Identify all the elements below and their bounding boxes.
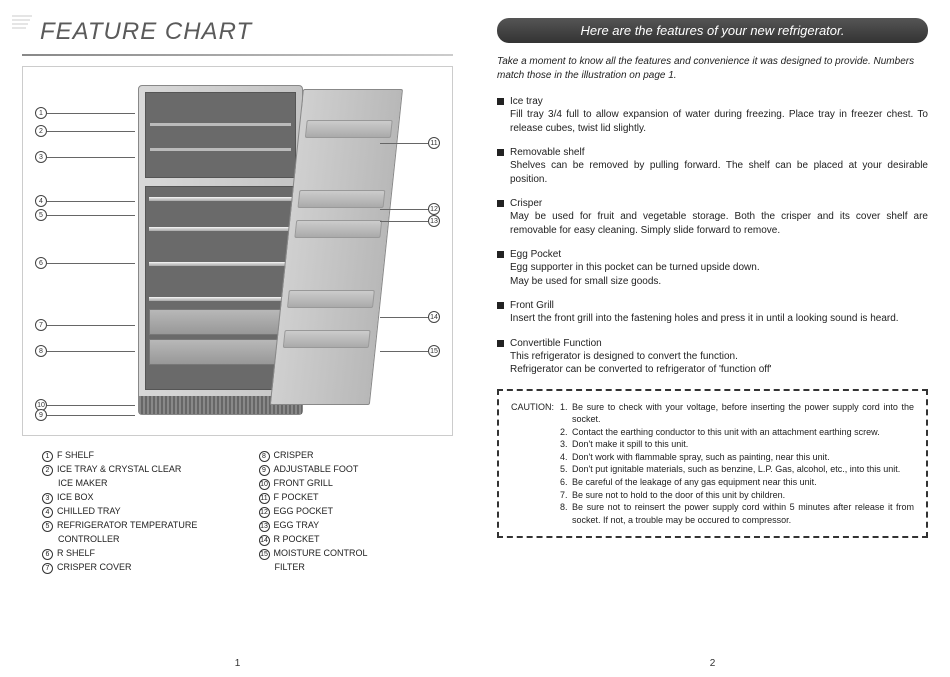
feature-item: Removable shelfShelves can be removed by… (497, 147, 928, 186)
legend-column-1: 1F SHELF 2ICE TRAY & CRYSTAL CLEAR ICE MAK… (42, 450, 229, 576)
freezer-compartment (145, 92, 296, 178)
caution-item: 3.Don't make it spill to this unit. (560, 438, 914, 451)
page-2: Here are the features of your new refrig… (475, 0, 950, 677)
bullet-icon (497, 251, 504, 258)
callout-7: 7 (35, 319, 135, 331)
feature-description: Fill tray 3/4 full to allow expansion of… (497, 108, 928, 135)
legend-item: 15MOISTURE CONTROL (259, 548, 446, 560)
feature-description: Shelves can be removed by pulling forwar… (497, 159, 928, 186)
caution-item: 7.Be sure not to hold to the door of thi… (560, 489, 914, 502)
legend-item-cont: FILTER (259, 562, 446, 574)
bullet-icon (497, 200, 504, 207)
legend-column-2: 8CRISPER 9ADJUSTABLE FOOT 10FRONT GRILL 11F… (259, 450, 446, 576)
caution-list: 1.Be sure to check with your voltage, be… (560, 401, 914, 527)
legend-item: 8CRISPER (259, 450, 446, 462)
feature-title: Removable shelf (497, 147, 928, 158)
legend-item: 13EGG TRAY (259, 520, 446, 532)
page-title: FEATURE CHART (40, 18, 453, 46)
feature-item: Convertible FunctionThis refrigerator is… (497, 338, 928, 377)
bullet-icon (497, 340, 504, 347)
feature-description: This refrigerator is designed to convert… (497, 350, 928, 377)
page-number: 1 (235, 658, 241, 669)
legend-item: 7CRISPER COVER (42, 562, 229, 574)
legend-item-cont: ICE MAKER (42, 478, 229, 490)
title-underline (22, 54, 453, 56)
callout-15: 15 (380, 345, 440, 357)
legend-item: 1F SHELF (42, 450, 229, 462)
feature-item: Front GrillInsert the front grill into t… (497, 300, 928, 326)
legend-item: 10FRONT GRILL (259, 478, 446, 490)
callout-5: 5 (35, 209, 135, 221)
feature-title: Crisper (497, 198, 928, 209)
legend-item-cont: CONTROLLER (42, 534, 229, 546)
callout-12: 12 (380, 203, 440, 215)
caution-item: 4.Don't work with flammable spray, such … (560, 451, 914, 464)
callout-14: 14 (380, 311, 440, 323)
caution-item: 5.Don't put ignitable materials, such as… (560, 463, 914, 476)
callout-8: 8 (35, 345, 135, 357)
bullet-icon (497, 98, 504, 105)
legend: 1F SHELF 2ICE TRAY & CRYSTAL CLEAR ICE MAK… (22, 446, 453, 576)
feature-description: May be used for fruit and vegetable stor… (497, 210, 928, 237)
legend-item: 3ICE BOX (42, 492, 229, 504)
legend-item: 5REFRIGERATOR TEMPERATURE (42, 520, 229, 532)
bullet-icon (497, 302, 504, 309)
legend-item: 11F POCKET (259, 492, 446, 504)
bullet-icon (497, 149, 504, 156)
feature-item: Egg PocketEgg supporter in this pocket c… (497, 249, 928, 288)
feature-item: CrisperMay be used for fruit and vegetab… (497, 198, 928, 237)
legend-item: 4CHILLED TRAY (42, 506, 229, 518)
caution-item: 8.Be sure not to reinsert the power supp… (560, 501, 914, 526)
feature-title: Egg Pocket (497, 249, 928, 260)
legend-item: 6R SHELF (42, 548, 229, 560)
callout-3: 3 (35, 151, 135, 163)
legend-item: 14R POCKET (259, 534, 446, 546)
feature-item: Ice trayFill tray 3/4 full to allow expa… (497, 96, 928, 135)
legend-item: 12EGG POCKET (259, 506, 446, 518)
refrigerator-compartment (145, 186, 296, 390)
feature-title: Convertible Function (497, 338, 928, 349)
feature-description: Egg supporter in this pocket can be turn… (497, 261, 928, 288)
caution-item: 2.Contact the earthing conductor to this… (560, 426, 914, 439)
page-1: FEATURE CHART (0, 0, 475, 677)
callout-1: 1 (35, 107, 135, 119)
feature-title: Front Grill (497, 300, 928, 311)
feature-description: Insert the front grill into the fastenin… (497, 312, 928, 326)
callout-4: 4 (35, 195, 135, 207)
callout-6: 6 (35, 257, 135, 269)
legend-item: 2ICE TRAY & CRYSTAL CLEAR (42, 464, 229, 476)
feature-title: Ice tray (497, 96, 928, 107)
intro-text: Take a moment to know all the features a… (497, 55, 928, 82)
features-list: Ice trayFill tray 3/4 full to allow expa… (497, 96, 928, 377)
caution-item: 6.Be careful of the leakage of any gas e… (560, 476, 914, 489)
callout-2: 2 (35, 125, 135, 137)
feature-diagram: 12345678109 1112131415 (22, 66, 453, 436)
caution-box: CAUTION: 1.Be sure to check with your vo… (497, 389, 928, 539)
legend-item: 9ADJUSTABLE FOOT (259, 464, 446, 476)
caution-item: 1.Be sure to check with your voltage, be… (560, 401, 914, 426)
page-number: 2 (710, 658, 716, 669)
callout-9: 9 (35, 409, 135, 421)
caution-label: CAUTION: (511, 401, 554, 527)
features-banner: Here are the features of your new refrig… (497, 18, 928, 43)
corner-decoration-icon (10, 14, 34, 38)
callout-11: 11 (380, 137, 440, 149)
callout-13: 13 (380, 215, 440, 227)
